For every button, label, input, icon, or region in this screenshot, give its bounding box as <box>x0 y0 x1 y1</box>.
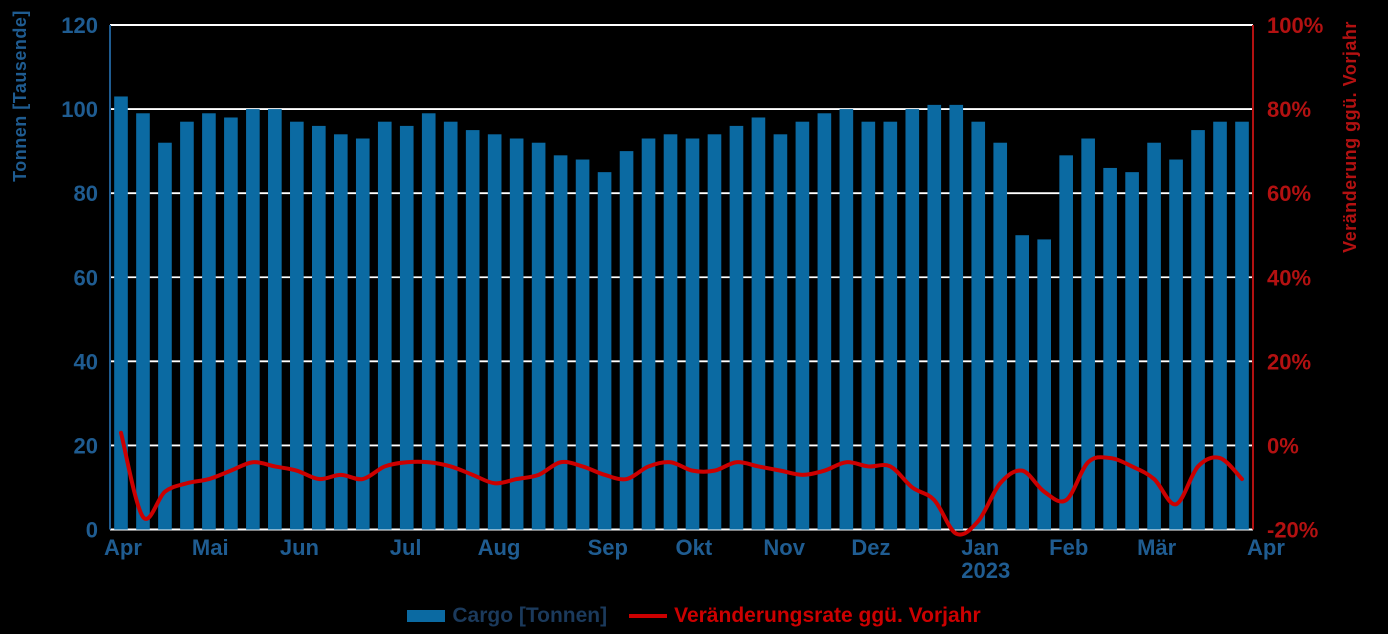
svg-text:Mär: Mär <box>1137 535 1177 560</box>
svg-text:60%: 60% <box>1267 181 1311 206</box>
svg-text:Aug: Aug <box>478 535 521 560</box>
svg-text:Feb: Feb <box>1049 535 1088 560</box>
svg-text:Jun: Jun <box>280 535 319 560</box>
svg-text:60: 60 <box>74 265 98 290</box>
svg-text:0: 0 <box>86 518 98 543</box>
svg-text:100%: 100% <box>1267 13 1323 38</box>
svg-text:Mai: Mai <box>192 535 229 560</box>
svg-text:0%: 0% <box>1267 433 1299 458</box>
svg-text:80: 80 <box>74 181 98 206</box>
svg-text:Okt: Okt <box>676 535 713 560</box>
svg-text:40: 40 <box>74 349 98 374</box>
svg-text:20%: 20% <box>1267 349 1311 374</box>
svg-text:Jul: Jul <box>390 535 422 560</box>
svg-text:Jan: Jan <box>961 535 999 560</box>
svg-text:20: 20 <box>74 433 98 458</box>
svg-text:Nov: Nov <box>763 535 805 560</box>
svg-text:120: 120 <box>61 13 98 38</box>
svg-text:40%: 40% <box>1267 265 1311 290</box>
svg-text:Apr: Apr <box>1247 535 1285 560</box>
svg-text:Sep: Sep <box>588 535 628 560</box>
svg-text:80%: 80% <box>1267 97 1311 122</box>
svg-text:100: 100 <box>61 97 98 122</box>
svg-text:Dez: Dez <box>851 535 890 560</box>
svg-text:2023: 2023 <box>961 558 1010 583</box>
svg-text:Apr: Apr <box>104 535 142 560</box>
